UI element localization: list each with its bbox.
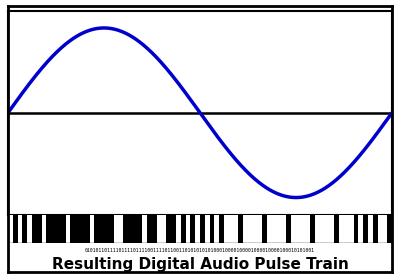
Bar xyxy=(80,214,85,243)
Bar xyxy=(152,214,157,243)
Bar xyxy=(133,214,138,243)
Bar xyxy=(128,214,133,243)
Bar xyxy=(22,214,27,243)
Bar xyxy=(363,214,368,243)
Bar xyxy=(56,214,61,243)
Bar xyxy=(99,214,104,243)
Bar xyxy=(94,214,99,243)
Bar xyxy=(171,214,176,243)
Bar xyxy=(85,214,90,243)
Bar xyxy=(219,214,224,243)
Bar xyxy=(104,214,109,243)
Bar xyxy=(200,214,205,243)
Bar xyxy=(286,214,291,243)
Bar xyxy=(181,214,186,243)
Bar xyxy=(37,214,42,243)
Bar xyxy=(166,214,171,243)
Bar xyxy=(61,214,66,243)
Bar xyxy=(334,214,339,243)
Bar xyxy=(373,214,378,243)
Bar xyxy=(310,214,315,243)
Bar xyxy=(210,214,214,243)
Bar xyxy=(46,214,51,243)
Bar xyxy=(13,214,18,243)
Text: Resulting Digital Audio Pulse Train: Resulting Digital Audio Pulse Train xyxy=(52,257,348,272)
Text: 01010110111101111011110011110110011010101010100010000100001000010000100010101001: 0101011011110111101111001111011001101010… xyxy=(85,248,315,253)
Bar xyxy=(262,214,267,243)
Bar xyxy=(75,214,80,243)
Bar xyxy=(138,214,142,243)
Bar xyxy=(190,214,195,243)
Bar xyxy=(51,214,56,243)
Bar xyxy=(70,214,75,243)
Bar xyxy=(32,214,37,243)
Bar xyxy=(238,214,243,243)
Bar xyxy=(123,214,128,243)
Bar xyxy=(354,214,358,243)
Bar xyxy=(387,214,392,243)
Bar xyxy=(109,214,114,243)
Bar xyxy=(147,214,152,243)
